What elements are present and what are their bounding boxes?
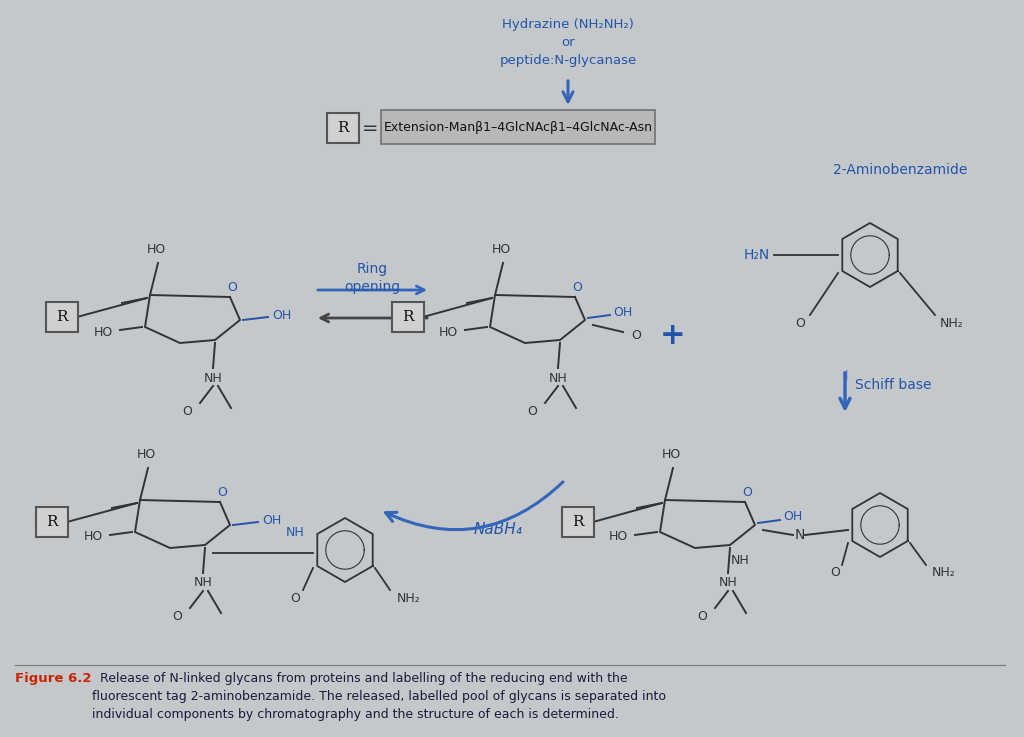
Text: NH₂: NH₂ (940, 316, 964, 329)
Text: R: R (337, 121, 349, 135)
FancyBboxPatch shape (381, 110, 655, 144)
Text: R: R (402, 310, 414, 324)
Text: NH: NH (286, 525, 304, 539)
Text: O: O (182, 405, 191, 417)
Text: 2-Aminobenzamide: 2-Aminobenzamide (833, 163, 968, 177)
Text: R: R (56, 310, 68, 324)
Text: O: O (795, 316, 805, 329)
Text: OH: OH (262, 514, 282, 526)
Text: |: | (844, 370, 848, 380)
FancyBboxPatch shape (36, 507, 68, 537)
Text: O: O (217, 486, 227, 498)
Text: NH₂: NH₂ (397, 592, 421, 604)
Text: R: R (572, 515, 584, 529)
Text: Ring
opening: Ring opening (344, 262, 400, 293)
Text: OH: OH (613, 306, 632, 318)
Text: Release of N-linked glycans from proteins and labelling of the reducing end with: Release of N-linked glycans from protein… (92, 672, 666, 721)
Text: O: O (631, 329, 641, 341)
Text: HO: HO (662, 447, 681, 461)
Text: HO: HO (136, 447, 156, 461)
FancyBboxPatch shape (562, 507, 594, 537)
Text: HO: HO (146, 242, 166, 256)
Text: O: O (830, 567, 840, 579)
Text: HO: HO (438, 326, 458, 338)
Text: OH: OH (783, 511, 802, 523)
Text: =: = (361, 119, 378, 138)
Text: HO: HO (84, 531, 103, 543)
Text: O: O (527, 405, 537, 417)
Text: Figure 6.2: Figure 6.2 (15, 672, 91, 685)
Text: HO: HO (94, 326, 113, 338)
Text: NH: NH (549, 371, 567, 385)
Text: NH: NH (194, 576, 212, 590)
Text: Hydrazine (NH₂NH₂)
or
peptide:N-glycanase: Hydrazine (NH₂NH₂) or peptide:N-glycanas… (500, 18, 637, 67)
Text: O: O (742, 486, 752, 498)
Text: NH: NH (204, 371, 222, 385)
Text: HO: HO (608, 531, 628, 543)
Text: O: O (172, 609, 182, 623)
Text: R: R (46, 515, 57, 529)
FancyBboxPatch shape (392, 302, 424, 332)
Text: O: O (572, 281, 582, 293)
FancyBboxPatch shape (327, 113, 359, 143)
Text: NH: NH (731, 553, 750, 567)
Text: H₂N: H₂N (743, 248, 770, 262)
Text: Extension-Manβ1–4GlcNAcβ1–4GlcNAc-Asn: Extension-Manβ1–4GlcNAcβ1–4GlcNAc-Asn (384, 121, 652, 133)
Text: O: O (227, 281, 237, 293)
Text: +: + (660, 321, 686, 349)
Text: NH: NH (719, 576, 737, 590)
Text: NH₂: NH₂ (932, 567, 955, 579)
Text: OH: OH (272, 309, 291, 321)
Text: O: O (290, 592, 300, 604)
FancyBboxPatch shape (46, 302, 78, 332)
Text: Schiff base: Schiff base (855, 378, 932, 392)
Text: O: O (697, 609, 707, 623)
Text: N: N (795, 528, 805, 542)
Text: HO: HO (492, 242, 511, 256)
Text: NaBH₄: NaBH₄ (473, 523, 522, 537)
